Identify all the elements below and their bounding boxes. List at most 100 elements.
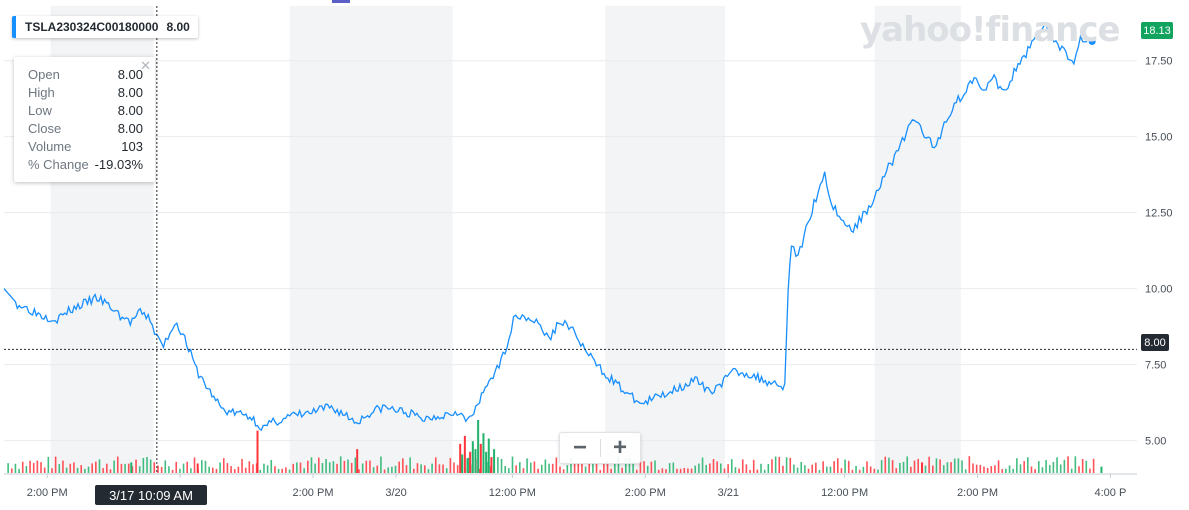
volume-bar: [186, 461, 189, 473]
volume-bar: [153, 462, 156, 473]
x-tick-label: 2:00 PM: [27, 487, 68, 499]
volume-bar: [453, 462, 455, 473]
volume-bar: [259, 469, 262, 473]
volume-bar: [888, 457, 890, 473]
volume-bar: [196, 463, 199, 473]
volume-bar: [10, 468, 13, 473]
volume-bar: [18, 468, 20, 473]
volume-bar: [793, 464, 795, 473]
volume-bar: [365, 460, 368, 473]
volume-bar: [263, 463, 265, 473]
yahoo-finance-watermark: yahoo!finance: [860, 10, 1121, 50]
volume-bar: [551, 463, 554, 473]
close-icon[interactable]: ✕: [140, 58, 151, 73]
volume-bar: [387, 467, 390, 473]
volume-bar: [497, 457, 499, 473]
volume-bar: [515, 465, 517, 473]
volume-bar: [479, 443, 482, 473]
volume-bar: [650, 461, 653, 473]
volume-bar: [1030, 466, 1033, 473]
tooltip-value: 8.00: [117, 103, 143, 118]
symbol-legend[interactable]: TSLA230324C00180000 8.00: [12, 16, 198, 38]
volume-bar: [211, 467, 214, 473]
volume-bar: [745, 464, 748, 473]
volume-bar: [356, 449, 359, 473]
volume-bar: [471, 441, 474, 473]
volume-bar: [252, 464, 254, 473]
zoom-out-button[interactable]: −: [572, 434, 587, 461]
volume-bar: [76, 467, 79, 473]
volume-bar: [168, 466, 170, 473]
volume-bar: [317, 457, 320, 473]
volume-bar: [683, 467, 686, 473]
volume-bar: [687, 468, 689, 473]
volume-bar: [727, 464, 729, 473]
volume-bar: [179, 468, 181, 473]
volume-bar: [142, 457, 145, 473]
x-tick-label: 2:00 PM: [293, 487, 334, 499]
volume-bar: [130, 462, 133, 473]
volume-bar: [65, 467, 68, 473]
zoom-in-button[interactable]: +: [612, 434, 627, 461]
tooltip-row-close: Close 8.00: [28, 121, 143, 136]
volume-bar: [266, 465, 269, 473]
volume-bar: [698, 463, 700, 473]
volume-bar: [548, 463, 550, 473]
volume-bar: [102, 468, 104, 473]
volume-bar: [230, 466, 232, 473]
volume-bar: [917, 458, 919, 473]
session-shade: [289, 6, 453, 474]
volume-bar: [599, 469, 602, 473]
volume-bar: [584, 466, 587, 473]
volume-bar: [314, 463, 316, 473]
volume-bar: [826, 466, 828, 473]
tooltip-value: -19.03%: [94, 157, 143, 172]
series-color-marker: [12, 16, 16, 38]
volume-bar: [665, 469, 667, 473]
volume-bar: [270, 459, 273, 473]
volume-bar: [493, 449, 496, 473]
volume-bar: [1063, 459, 1066, 473]
volume-bar: [785, 457, 788, 473]
volume-bar: [1074, 456, 1077, 473]
volume-bar: [844, 459, 846, 473]
volume-bar: [416, 463, 419, 473]
volume-bar: [1016, 458, 1018, 473]
volume-bar: [383, 469, 386, 473]
volume-bar: [434, 457, 437, 473]
volume-bar: [51, 468, 53, 473]
volume-bar: [701, 457, 704, 473]
session-shade: [874, 6, 961, 474]
tooltip-row-high: High 8.00: [28, 85, 143, 100]
volume-bar: [241, 458, 243, 473]
volume-bar: [459, 443, 462, 473]
volume-bar: [256, 430, 259, 473]
x-tick-label: 3/21: [718, 487, 739, 499]
volume-bar: [442, 464, 444, 473]
volume-bar: [902, 461, 905, 473]
volume-bar: [328, 462, 331, 473]
volume-bar: [694, 465, 697, 473]
volume-bar: [504, 466, 506, 473]
volume-bar: [296, 462, 298, 473]
volume-bar: [928, 456, 930, 473]
volume-bar: [712, 459, 715, 473]
volume-bar: [438, 464, 441, 473]
volume-bar: [577, 463, 580, 473]
volume-bar: [953, 458, 956, 473]
volume-bar: [285, 467, 287, 473]
volume-bar: [87, 466, 90, 473]
volume-bar: [979, 464, 982, 473]
volume-bar: [771, 459, 773, 473]
volume-bar: [215, 468, 218, 473]
volume-bar: [778, 456, 781, 473]
volume-bar: [522, 468, 525, 473]
volume-bar: [413, 468, 415, 473]
tooltip-value: 8.00: [117, 121, 143, 136]
volume-bar: [866, 461, 868, 473]
tooltip-label: High: [28, 85, 55, 100]
volume-bar: [935, 458, 938, 473]
volume-bar: [679, 468, 682, 473]
volume-bar: [369, 460, 371, 473]
